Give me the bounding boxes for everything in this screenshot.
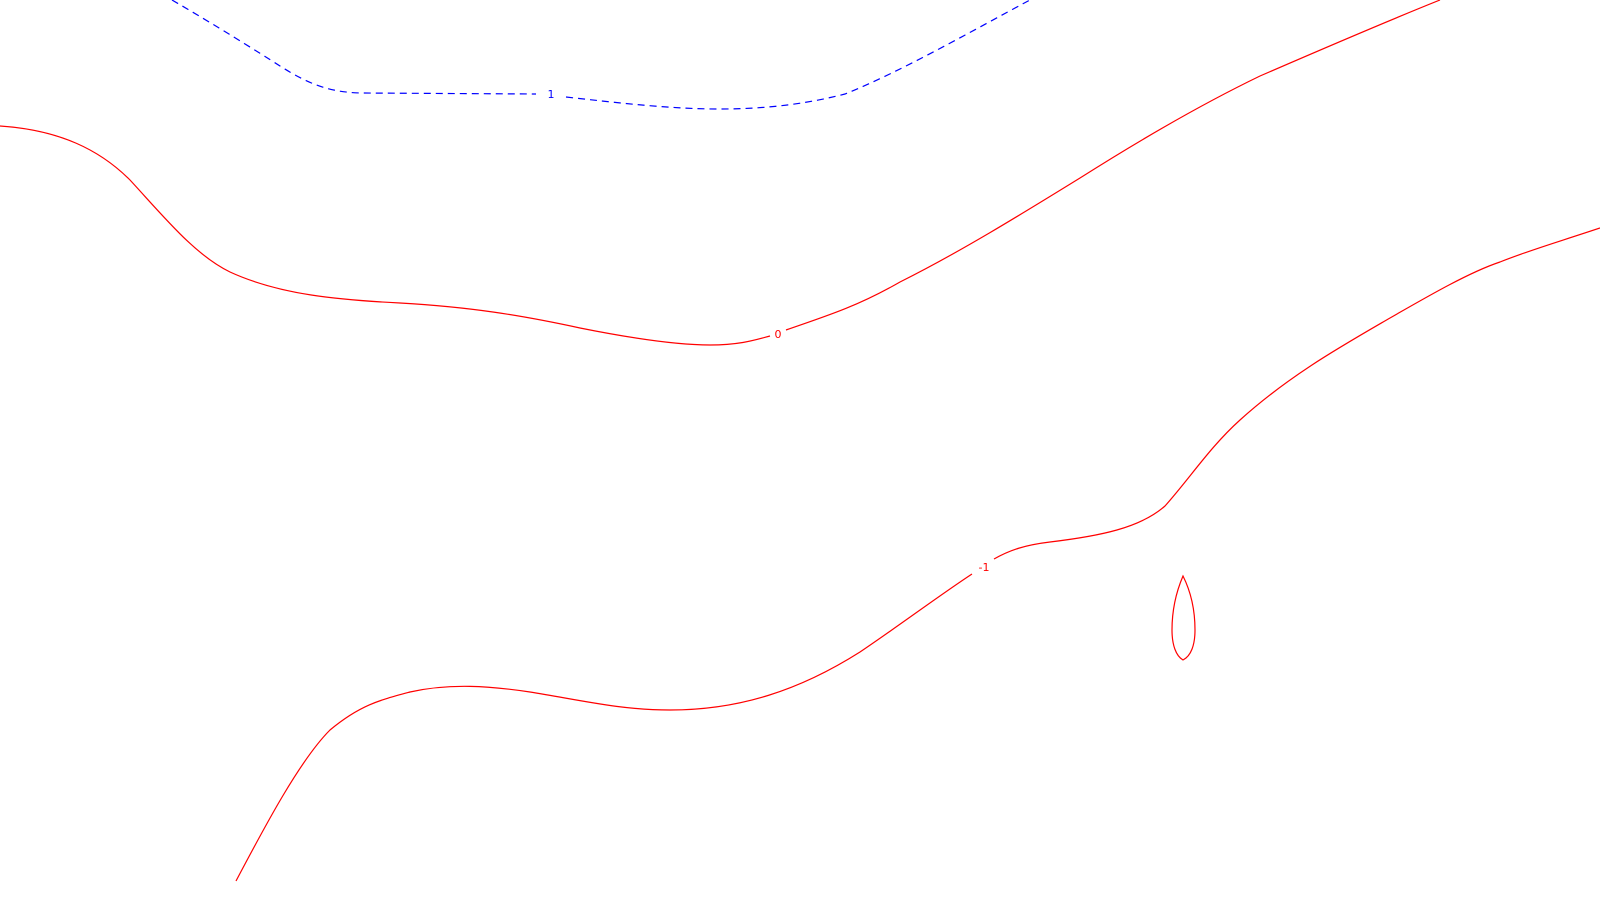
contour-label-level-1: 1 — [548, 88, 555, 101]
contour-line-level-neg1-island — [1171, 574, 1196, 661]
contour-label-level-neg1: -1 — [979, 561, 990, 574]
contour-line-level-1 — [171, 0, 1031, 110]
contour-line-level-0 — [0, 0, 1441, 346]
contour-line-level-neg1 — [235, 227, 1600, 882]
contour-label-level-0: 0 — [775, 328, 782, 341]
